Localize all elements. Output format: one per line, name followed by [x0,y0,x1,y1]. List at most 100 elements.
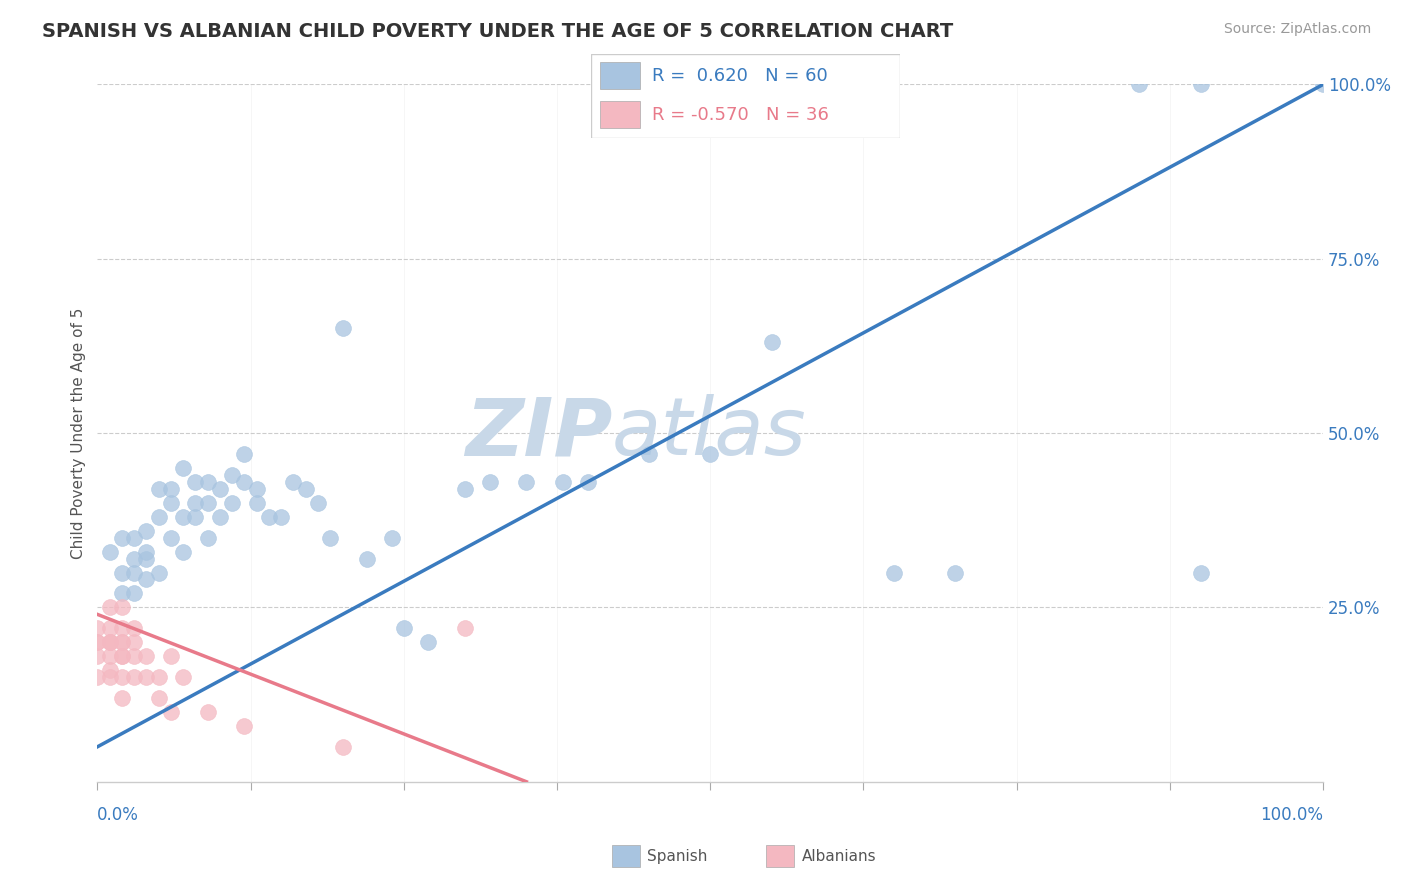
Point [1128,78,1150,92]
Point [172,461,194,475]
Point [135,551,157,566]
Point [208,482,231,496]
Text: atlas: atlas [612,394,807,472]
Point [98,544,121,558]
Point [98,635,121,649]
Point [172,544,194,558]
Point [478,475,501,489]
Point [148,691,170,706]
Point [233,447,256,461]
Point [160,649,183,664]
Point [98,663,121,677]
Point [418,635,440,649]
Point [148,566,170,580]
Point [122,551,145,566]
Point [111,635,134,649]
Point [98,635,121,649]
Point [111,586,134,600]
Point [86,621,108,635]
Point [86,635,108,649]
Text: Source: ZipAtlas.com: Source: ZipAtlas.com [1223,22,1371,37]
Point [148,482,170,496]
Point [122,531,145,545]
Point [135,670,157,684]
Point [257,509,280,524]
Point [98,670,121,684]
Point [160,496,183,510]
Point [86,670,108,684]
Point [122,670,145,684]
Point [283,475,305,489]
Text: ZIP: ZIP [465,394,612,472]
Point [638,447,661,461]
Point [221,467,243,482]
Bar [600,62,640,89]
Point [270,509,292,524]
Text: R = -0.570   N = 36: R = -0.570 N = 36 [652,105,830,123]
FancyBboxPatch shape [591,54,900,138]
Point [233,719,256,733]
Point [197,496,219,510]
Point [98,621,121,635]
Point [111,649,134,664]
Point [122,649,145,664]
Point [332,321,354,335]
Point [111,691,134,706]
Point [111,566,134,580]
Point [1189,78,1212,92]
Point [1312,78,1334,92]
Text: Spanish: Spanish [647,849,707,863]
Point [184,496,207,510]
Point [380,531,402,545]
Text: R =  0.620   N = 60: R = 0.620 N = 60 [652,67,828,85]
Point [197,705,219,719]
Point [356,551,378,566]
Point [172,670,194,684]
Bar [600,101,640,128]
Point [945,566,967,580]
Point [246,482,269,496]
Point [135,544,157,558]
Point [208,509,231,524]
Point [160,482,183,496]
Point [111,600,134,615]
Point [883,566,905,580]
Point [160,531,183,545]
Point [197,475,219,489]
Point [307,496,329,510]
Point [122,586,145,600]
Point [111,531,134,545]
Point [160,705,183,719]
Point [111,635,134,649]
Point [86,649,108,664]
Point [148,670,170,684]
Text: SPANISH VS ALBANIAN CHILD POVERTY UNDER THE AGE OF 5 CORRELATION CHART: SPANISH VS ALBANIAN CHILD POVERTY UNDER … [42,22,953,41]
Point [184,475,207,489]
Point [111,621,134,635]
Point [454,482,477,496]
Point [98,649,121,664]
Point [148,509,170,524]
Point [122,635,145,649]
Point [1189,566,1212,580]
Point [294,482,316,496]
Point [184,509,207,524]
Point [319,531,342,545]
Y-axis label: Child Poverty Under the Age of 5: Child Poverty Under the Age of 5 [72,308,86,558]
Point [98,635,121,649]
Point [135,524,157,538]
Point [553,475,575,489]
Point [515,475,537,489]
Point [761,335,783,350]
Point [172,509,194,524]
Point [392,621,415,635]
Point [135,573,157,587]
Point [98,600,121,615]
Point [86,635,108,649]
Point [122,621,145,635]
Point [197,531,219,545]
Text: 0.0%: 0.0% [97,806,139,824]
Point [111,670,134,684]
Point [111,649,134,664]
Point [454,621,477,635]
